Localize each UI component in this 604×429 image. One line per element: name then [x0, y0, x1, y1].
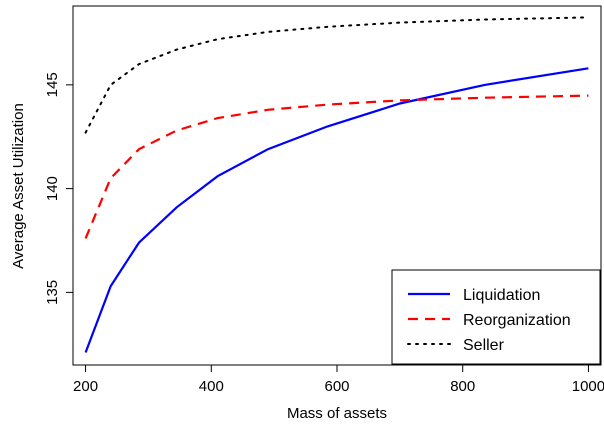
series-line-reorganization: [84, 94, 589, 239]
series-line-liquidation: [84, 67, 589, 353]
series-line-seller: [84, 16, 590, 134]
x-tick-label: 400: [199, 378, 224, 395]
legend-label-seller: Seller: [463, 337, 505, 354]
x-tick-label: 800: [450, 378, 475, 395]
series-layer: [84, 16, 590, 353]
legend-box: [391, 269, 601, 365]
legend-label-reorganization: Reorganization: [463, 312, 571, 329]
y-axis-title: Average Asset Utilization: [10, 103, 27, 269]
y-axis: 135 140 145: [44, 72, 73, 305]
legend-items: Liquidation Reorganization Seller: [407, 287, 571, 354]
y-tick-label: 135: [44, 280, 61, 305]
x-tick-label: 1000: [572, 378, 604, 395]
y-tick-label: 145: [44, 72, 61, 97]
legend: Liquidation Reorganization Seller: [391, 269, 601, 365]
x-tick-label: 200: [73, 378, 98, 395]
x-axis: 200 400 600 800 1000: [73, 365, 604, 395]
legend-label-liquidation: Liquidation: [463, 287, 540, 304]
x-axis-title: Mass of assets: [287, 405, 387, 422]
x-tick-label: 600: [324, 378, 349, 395]
y-tick-label: 140: [44, 176, 61, 201]
